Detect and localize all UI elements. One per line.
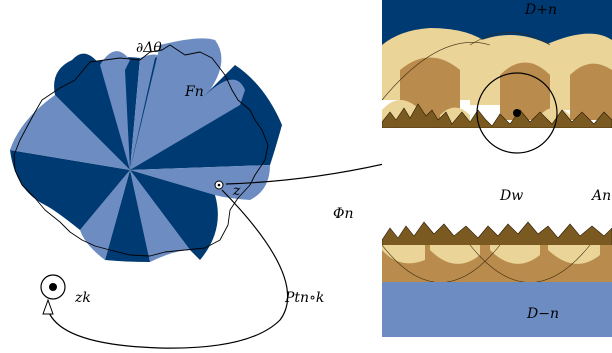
petal-light-right bbox=[130, 79, 245, 170]
label-map-p: Ptn∘k bbox=[284, 290, 324, 306]
boundary-curve bbox=[13, 44, 269, 257]
label-fundamental-domain: Fn bbox=[184, 84, 204, 100]
upper-fractal-fringe bbox=[382, 103, 612, 129]
petal-dark-left bbox=[10, 150, 130, 230]
fundamental-flower bbox=[10, 38, 282, 262]
label-point-z: z bbox=[232, 183, 241, 199]
disk-w-center bbox=[513, 109, 521, 117]
label-annulus: An bbox=[590, 188, 611, 204]
p-arrow bbox=[47, 189, 289, 349]
label-lower-domain: D−n bbox=[526, 306, 559, 322]
label-point-zk: zk bbox=[74, 290, 91, 306]
middle-gap bbox=[382, 128, 612, 226]
petal-light-left bbox=[10, 95, 130, 170]
petal-light-bottomleft bbox=[80, 170, 130, 260]
p-arrowhead bbox=[42, 298, 54, 315]
petal-light-topleft bbox=[100, 51, 130, 170]
label-map-phi: Φn bbox=[333, 206, 354, 222]
upper-arcs bbox=[382, 28, 612, 125]
petal-light-right-lower bbox=[130, 165, 270, 200]
label-disk-w: Dw bbox=[499, 188, 523, 204]
petal-dark-bottomright bbox=[130, 170, 218, 260]
lower-band-edge bbox=[382, 285, 612, 293]
lower-fractal-fringe bbox=[382, 221, 612, 251]
point-z-dot bbox=[217, 183, 221, 187]
petal-dark-topleft bbox=[54, 53, 130, 170]
petal-light-topright bbox=[130, 38, 222, 171]
right-panel bbox=[382, 0, 612, 337]
disk-w-outline bbox=[476, 72, 558, 154]
petal-dark-bottom bbox=[105, 170, 150, 262]
label-upper-domain: D+n bbox=[524, 2, 557, 18]
point-zk-dot bbox=[49, 283, 57, 291]
label-boundary: ∂Δθ bbox=[136, 40, 162, 56]
